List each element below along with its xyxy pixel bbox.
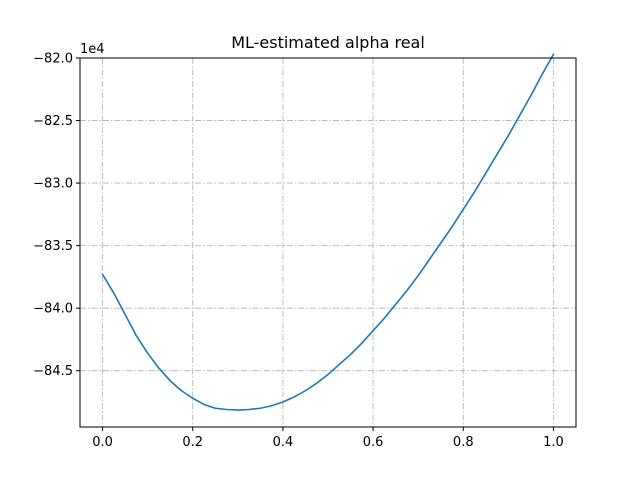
- y-tick-label: −83.0: [33, 177, 73, 192]
- x-tick-label: 0.2: [182, 435, 203, 450]
- plot-area: [101, 53, 555, 411]
- y-tick-label: −82.0: [33, 52, 73, 67]
- y-tick-label: −83.5: [33, 239, 73, 254]
- x-tick-label: 0.0: [92, 435, 113, 450]
- x-tick-label: 0.8: [453, 435, 474, 450]
- y-tick-label: −82.5: [33, 114, 73, 129]
- y-tick-label: −84.5: [33, 364, 73, 379]
- x-axis: 0.0 0.2 0.4 0.6 0.8 1.0: [92, 427, 564, 450]
- axes-frame: [79, 57, 577, 428]
- grid-lines: [80, 57, 576, 427]
- x-tick-label: 0.4: [273, 435, 294, 450]
- y-tick-label: −84.0: [33, 302, 73, 317]
- y-offset-label: 1e4: [80, 42, 105, 57]
- chart-title: ML-estimated alpha real: [231, 33, 425, 52]
- x-tick-label: 0.6: [363, 435, 384, 450]
- x-tick-label: 1.0: [543, 435, 564, 450]
- y-axis: −82.0 −82.5 −83.0 −83.5 −84.0 −84.5: [33, 52, 80, 379]
- series-line: [101, 53, 555, 411]
